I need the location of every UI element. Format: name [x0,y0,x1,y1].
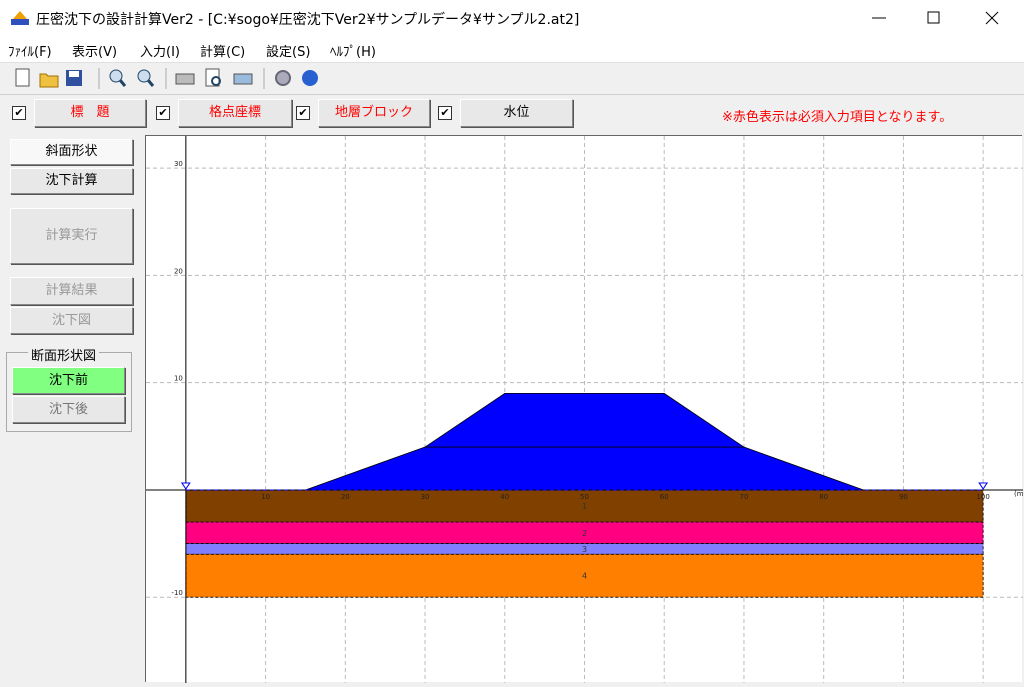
layer-label: 1 [582,502,587,511]
side-button[interactable]: 計算結果 [10,277,133,305]
y-tick-label: -10 [171,589,182,597]
window-controls[interactable] [860,0,1024,36]
notice: ※赤色表示は必須入力項目となります。 [722,110,953,125]
x-tick-label: 10 [261,493,270,501]
menu-item[interactable]: ﾍﾙﾌﾟ(H) [330,45,376,60]
chart: 1 2 3 4 10 20 30 40 50 60 70 80 90 100 -10 10 20 30 (m [146,136,1024,683]
side-button[interactable]: 計算実行 [10,208,133,264]
x-tick-label: 20 [341,493,350,501]
toolbar-icons[interactable] [0,63,340,94]
tab-button[interactable]: 地層ブロック [318,99,430,127]
x-tick-label: 50 [580,493,589,501]
menu-item[interactable]: ﾌｧｲﾙ(F) [8,45,52,60]
checkbox[interactable]: ✔ [296,106,310,120]
shape [423,393,746,448]
menu-item[interactable]: 計算(C) [200,45,246,60]
layer-label: 4 [582,572,587,581]
y-tick-label: 10 [174,375,183,383]
x-axis-label: (m [1014,490,1023,498]
group-title: 断面形状図 [28,345,100,364]
shape [185,521,984,544]
x-tick-label: 40 [500,493,509,501]
view-option[interactable]: 沈下後 [12,396,125,423]
title-bar: 圧密沈下の設計計算Ver2 - [C:¥sogo¥圧密沈下Ver2¥サンプルデー… [0,0,1024,36]
layer-label: 3 [582,545,587,554]
x-tick-label: 70 [739,493,748,501]
checkbox[interactable]: ✔ [156,106,170,120]
x-tick-label: 60 [660,493,669,501]
x-tick-label: 80 [819,493,828,501]
toolbar [0,63,1024,95]
y-tick-label: 20 [174,267,183,275]
side-button[interactable]: 沈下計算 [10,168,133,194]
chart-area: 1 2 3 4 10 20 30 40 50 60 70 80 90 100 -10 10 20 30 (m [145,135,1024,683]
tab-button[interactable]: 標 題 [34,99,146,127]
menu-item[interactable]: 設定(S) [266,45,311,60]
x-tick-label: 90 [899,493,908,501]
tab-bar: ※赤色表示は必須入力項目となります。 ✔ 標 題 ✔ 格点座標 ✔ 地層ブロック ✔ 水位 [0,95,1024,133]
checkbox[interactable]: ✔ [438,106,452,120]
tab-button[interactable]: 格点座標 [178,99,292,127]
app-icon [11,11,29,25]
water-marker [978,482,989,490]
side-button[interactable]: 斜面形状 [10,139,133,165]
menu-item[interactable]: 入力(I) [140,45,180,60]
menu-bar: ﾌｧｲﾙ(F) 表示(V) 入力(I) 計算(C) 設定(S) ﾍﾙﾌﾟ(H) [0,36,1024,63]
water-marker [180,482,191,490]
x-tick-label: 100 [976,493,989,501]
checkbox[interactable]: ✔ [12,106,26,120]
x-tick-label: 30 [421,493,430,501]
menu-item[interactable]: 表示(V) [72,45,118,60]
view-option[interactable]: 沈下前 [12,367,125,394]
layer-label: 2 [582,529,587,538]
y-tick-label: 30 [174,160,183,168]
shape [305,446,864,491]
window-title: 圧密沈下の設計計算Ver2 - [C:¥sogo¥圧密沈下Ver2¥サンプルデー… [36,12,580,28]
side-panel: 断面形状図 斜面形状沈下計算計算実行計算結果 沈下図沈下前 沈下後 [0,135,143,682]
tab-button[interactable]: 水位 [460,99,573,127]
side-button[interactable]: 沈下図 [10,307,133,334]
